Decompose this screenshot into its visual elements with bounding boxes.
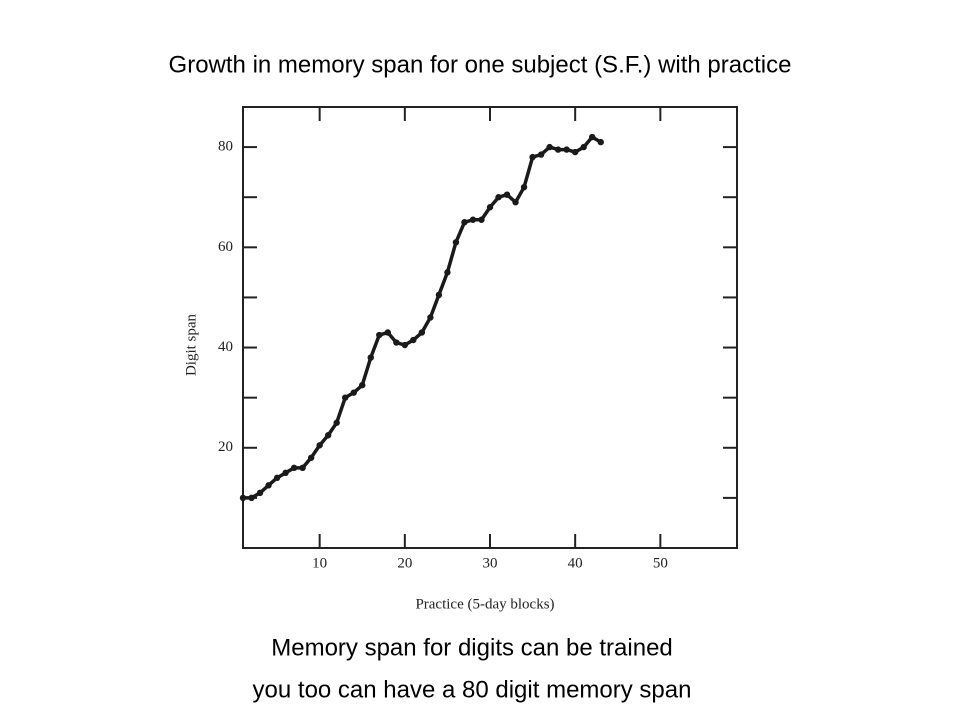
x-tick-label: 40	[568, 555, 583, 571]
data-point	[299, 464, 306, 472]
y-tick-label: 80	[218, 139, 233, 155]
data-point	[248, 494, 255, 502]
data-point	[537, 151, 545, 158]
data-point	[333, 419, 340, 426]
data-point	[580, 143, 587, 151]
data-point	[410, 336, 417, 344]
data-point	[589, 133, 596, 141]
x-tick-label: 10	[312, 555, 327, 571]
data-point	[529, 153, 536, 161]
data-point	[427, 314, 434, 321]
data-point	[554, 146, 562, 153]
y-tick-label: 20	[218, 439, 233, 455]
data-point	[512, 199, 519, 206]
data-point	[520, 183, 528, 191]
x-tick-label: 50	[653, 555, 668, 571]
data-point	[342, 394, 349, 401]
x-tick-label: 30	[483, 555, 498, 571]
data-point	[324, 432, 332, 439]
data-point	[563, 146, 570, 153]
x-tick-label: 20	[397, 555, 412, 571]
data-point	[478, 216, 485, 223]
y-tick-label: 40	[218, 339, 233, 355]
data-point	[435, 291, 443, 299]
data-point	[256, 489, 264, 497]
data-point	[307, 454, 315, 461]
data-point	[571, 148, 579, 156]
data-point	[273, 474, 281, 482]
data-point	[350, 389, 357, 396]
data-point	[461, 219, 468, 226]
data-point	[444, 269, 451, 276]
data-point	[597, 138, 604, 146]
data-point	[546, 143, 553, 151]
data-point	[486, 204, 494, 211]
data-point	[393, 339, 400, 346]
data-point	[376, 331, 383, 339]
data-point	[495, 194, 502, 201]
data-point	[452, 239, 460, 246]
data-point	[239, 494, 247, 502]
data-line	[243, 135, 602, 500]
data-point	[418, 329, 426, 336]
y-tick-label: 60	[218, 239, 233, 255]
data-point	[503, 191, 511, 198]
x-axis-label: Practice (5-day blocks)	[415, 596, 554, 612]
caption: you too can have a 80 digit memory span	[253, 676, 692, 703]
data-point	[469, 216, 477, 223]
plot-frame	[242, 106, 738, 549]
y-axis-label: Digit span	[183, 313, 199, 376]
caption: Memory span for digits can be trained	[271, 634, 673, 661]
data-point	[265, 482, 272, 489]
data-point	[316, 442, 323, 449]
data-point	[282, 469, 289, 477]
data-point	[290, 464, 298, 472]
data-point	[367, 354, 374, 361]
data-point	[401, 341, 409, 349]
slide-title: Growth in memory span for one subject (S…	[169, 51, 792, 78]
data-point	[384, 329, 391, 336]
data-point	[359, 381, 366, 389]
